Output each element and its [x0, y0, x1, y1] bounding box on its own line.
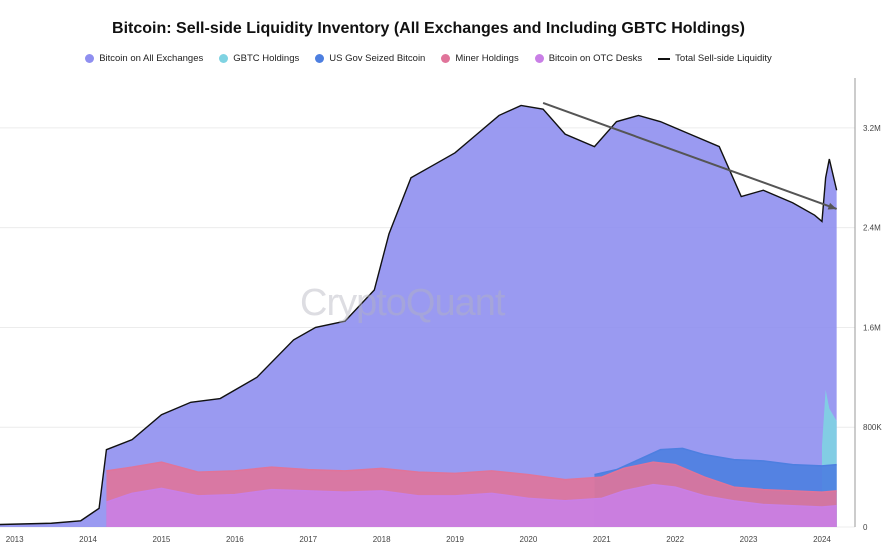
x-tick-label: 2017	[299, 535, 317, 544]
x-tick-label: 2019	[446, 535, 464, 544]
series-line-otc	[106, 483, 837, 508]
x-tick-label: 2024	[813, 535, 831, 544]
x-tick-label: 2021	[593, 535, 611, 544]
y-tick-label: 800K	[863, 423, 882, 432]
series-line-usgov	[594, 447, 837, 476]
legend-swatch-gbtc	[219, 54, 229, 63]
x-tick-label: 2016	[226, 535, 244, 544]
x-tick-label: 2018	[373, 535, 391, 544]
legend-swatch-total	[658, 57, 671, 60]
y-tick-label: 3.2M	[863, 124, 881, 133]
chart-legend: Bitcoin on All Exchanges GBTC Holdings U…	[0, 53, 857, 64]
legend-item-gbtc[interactable]: GBTC Holdings	[219, 53, 299, 64]
legend-label-miner: Miner Holdings	[455, 53, 519, 64]
legend-swatch-miner	[441, 54, 451, 63]
y-tick-label: 0	[863, 523, 868, 532]
legend-item-usgov[interactable]: US Gov Seized Bitcoin	[315, 53, 425, 64]
x-tick-label: 2020	[520, 535, 538, 544]
legend-label-exchanges: Bitcoin on All Exchanges	[99, 53, 204, 64]
series-line-miner	[106, 461, 837, 493]
legend-label-usgov: US Gov Seized Bitcoin	[329, 53, 426, 64]
legend-label-otc: Bitcoin on OTC Desks	[548, 53, 643, 64]
legend-item-exchanges[interactable]: Bitcoin on All Exchanges	[85, 53, 203, 64]
legend-swatch-exchanges	[85, 54, 95, 63]
x-tick-label: 2013	[6, 535, 24, 544]
x-tick-label: 2022	[666, 535, 684, 544]
legend-item-otc[interactable]: Bitcoin on OTC Desks	[534, 53, 643, 64]
x-tick-label: 2023	[740, 535, 758, 544]
legend-swatch-otc	[534, 54, 544, 63]
trend-arrow-line	[542, 102, 837, 210]
legend-item-total[interactable]: Total Sell-side Liquidity	[658, 53, 772, 64]
trend-arrow-head	[827, 202, 837, 210]
series-line-total	[0, 104, 838, 526]
legend-swatch-usgov	[315, 54, 325, 63]
chart-title: Bitcoin: Sell-side Liquidity Inventory (…	[112, 20, 745, 37]
legend-label-total: Total Sell-side Liquidity	[675, 53, 772, 64]
series-area-otc	[106, 484, 837, 527]
y-tick-label: 2.4M	[863, 224, 881, 233]
series-area-exchanges	[0, 105, 837, 527]
legend-label-gbtc: GBTC Holdings	[233, 53, 300, 64]
legend-item-miner[interactable]: Miner Holdings	[441, 53, 519, 64]
y-tick-label: 1.6M	[863, 323, 881, 332]
x-tick-label: 2015	[153, 535, 171, 544]
x-tick-label: 2014	[79, 535, 97, 544]
